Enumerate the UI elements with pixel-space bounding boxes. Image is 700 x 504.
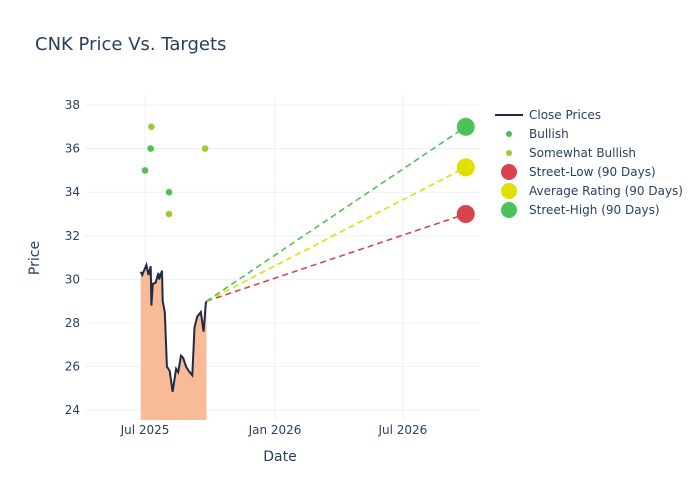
average-rating-target-marker: [456, 158, 475, 177]
y-tick-label: 38: [65, 98, 80, 112]
legend-swatch-marker: [506, 131, 512, 137]
y-tick-label: 26: [65, 360, 80, 374]
legend-swatch-marker: [506, 150, 512, 156]
x-axis-label: Date: [263, 449, 296, 465]
close-price-line: [139, 261, 208, 392]
legend-item: Somewhat Bullish: [529, 146, 636, 160]
y-axis-label: Price: [27, 241, 43, 275]
street-high-dashed-line: [206, 126, 467, 302]
street-low-dashed-line: [206, 213, 467, 302]
y-tick-label: 34: [65, 185, 80, 199]
y-tick-label: 36: [65, 142, 80, 156]
bullish-point: [141, 167, 149, 174]
legend-item: Bullish: [529, 127, 569, 141]
average-rating-dashed-line: [206, 166, 467, 302]
x-tick-label: Jul 2026: [377, 423, 427, 437]
legend-item: Average Rating (90 Days): [529, 184, 683, 198]
y-tick-label: 32: [65, 229, 80, 243]
bullish-point: [147, 145, 154, 152]
somewhat-bullish-point: [165, 210, 173, 218]
legend-swatch-marker: [501, 202, 517, 218]
legend-item: Street-Low (90 Days): [529, 165, 656, 179]
chart-title: CNK Price Vs. Targets: [35, 34, 226, 55]
legend-item: Close Prices: [529, 108, 601, 122]
y-tick-label: 30: [65, 272, 80, 286]
legend-swatch-marker: [501, 164, 517, 180]
close-price-area: [140, 265, 207, 420]
y-tick-label: 28: [65, 316, 80, 330]
y-tick-label: 24: [65, 403, 80, 417]
bullish-point: [165, 188, 173, 196]
legend-swatch-marker: [501, 183, 517, 199]
x-tick-label: Jul 2025: [120, 423, 170, 437]
somewhat-bullish-point: [148, 123, 155, 131]
somewhat-bullish-point: [201, 145, 209, 152]
street-high-target-marker: [456, 117, 475, 136]
street-low-target-marker: [456, 205, 475, 223]
legend-item: Street-High (90 Days): [529, 203, 660, 217]
x-tick-label: Jan 2026: [248, 423, 302, 437]
